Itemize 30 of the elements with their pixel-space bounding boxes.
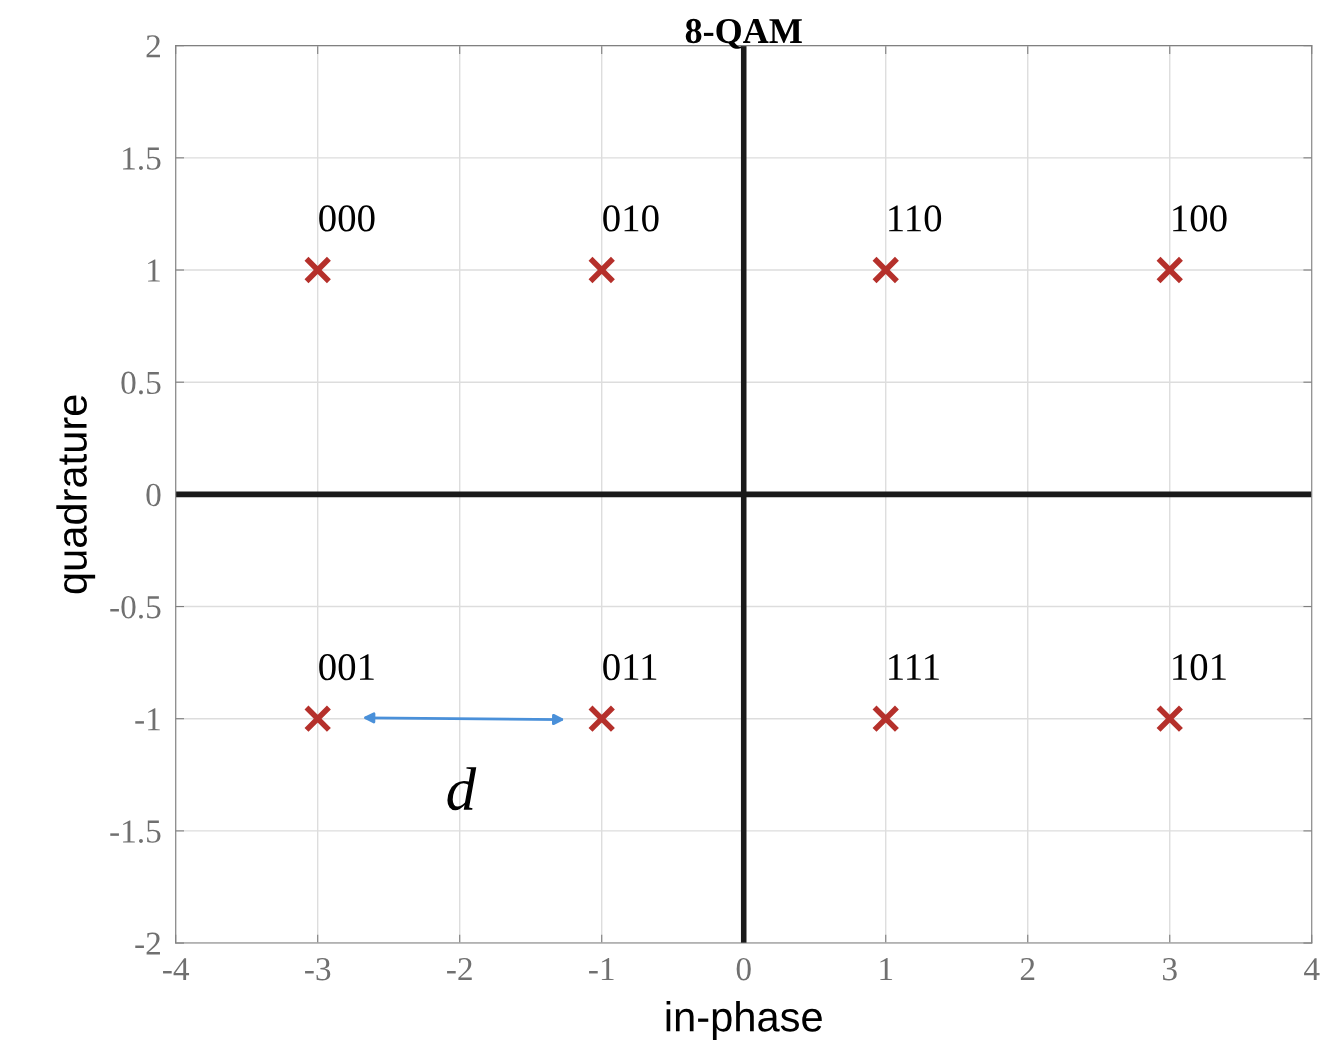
y-tick-label: 2 <box>146 35 160 58</box>
y-tick-label: 0.5 <box>121 371 161 395</box>
annotation: 010 <box>603 205 659 232</box>
x-tick-label: -1 <box>589 958 614 981</box>
y-tick-label: -0.5 <box>110 595 161 619</box>
x-tick-label: 2 <box>1020 958 1035 981</box>
x-tick-label: 4 <box>1304 958 1320 981</box>
chart-title: 8-QAM <box>685 18 802 49</box>
annotation: 000 <box>319 205 375 232</box>
annotation: 110 <box>889 205 942 232</box>
y-tick-label: -2 <box>135 932 160 955</box>
y-tick-label: 1.5 <box>123 147 161 170</box>
annotation: d <box>447 767 477 811</box>
x-axis-title: in-phase <box>666 1001 822 1040</box>
y-axis-title: quadrature <box>56 395 96 594</box>
x-tick-label: -2 <box>447 958 472 981</box>
x-tick-label: 3 <box>1163 958 1177 981</box>
x-tick-label: -4 <box>163 958 190 981</box>
annotation: 100 <box>1173 205 1227 232</box>
y-tick-label: 0 <box>146 483 161 507</box>
y-tick-label: 1 <box>148 259 160 282</box>
annotation: 101 <box>1173 654 1226 681</box>
x-tick-label: 0 <box>736 957 751 981</box>
x-tick-label: -3 <box>305 958 331 981</box>
annotation: 011 <box>603 654 657 681</box>
y-tick-label: -1 <box>135 708 160 731</box>
annotation: 001 <box>319 654 374 681</box>
x-tick-label: 1 <box>880 958 893 981</box>
annotation: 111 <box>889 654 939 680</box>
y-tick-label: -1.5 <box>110 820 161 843</box>
